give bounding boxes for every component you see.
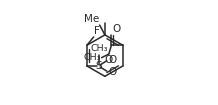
Text: Me: Me (84, 14, 99, 24)
Text: CH₃: CH₃ (83, 53, 101, 62)
Text: O: O (105, 55, 113, 65)
Text: CH₃: CH₃ (90, 44, 107, 53)
Text: O: O (108, 67, 116, 77)
Text: O: O (108, 55, 116, 65)
Text: S: S (95, 61, 102, 71)
Text: O: O (112, 24, 120, 34)
Text: F: F (94, 26, 100, 36)
